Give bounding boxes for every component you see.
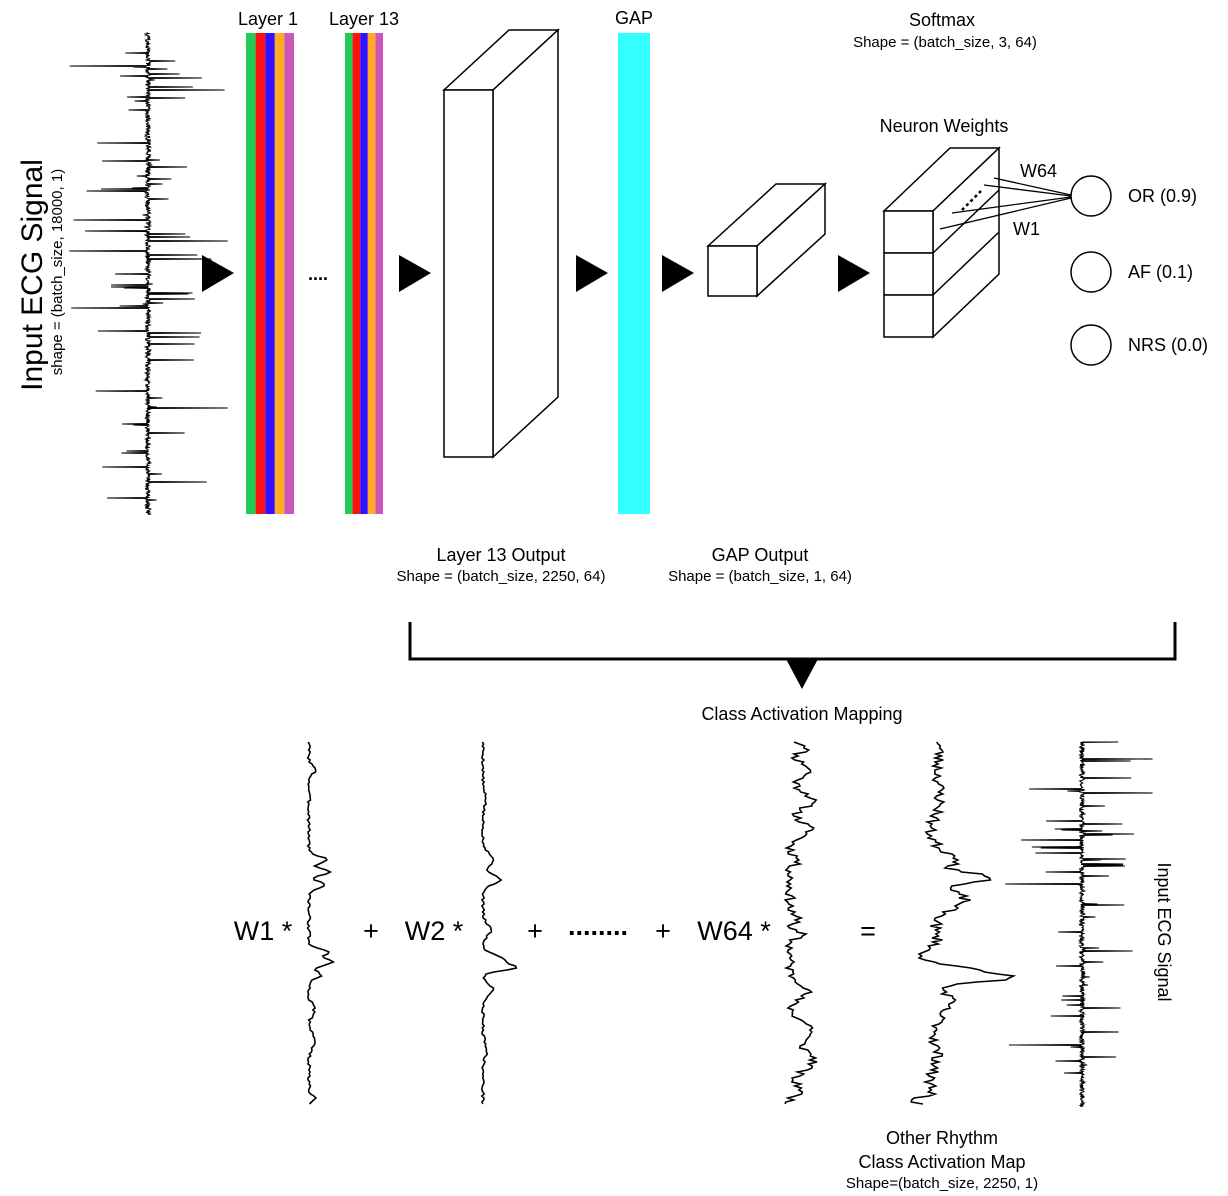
softmax-label: Softmax <box>909 10 975 30</box>
activation-map-2 <box>480 741 518 1105</box>
layer-stripe <box>345 33 353 514</box>
class-activation-map <box>910 741 1017 1105</box>
layer13-output-shape: Shape = (batch_size, 2250, 64) <box>397 568 606 585</box>
layer-stripe <box>360 33 368 514</box>
right-ecg-waveform <box>1005 741 1153 1107</box>
arrow-gap-to-gap-output <box>662 255 694 292</box>
gap-label: GAP <box>615 8 653 28</box>
input-ecg-title: Input ECG Signal <box>16 159 49 391</box>
weight-w1-label: W1 <box>1013 219 1040 239</box>
term-w64: W64 * <box>697 916 771 946</box>
plus-2: + <box>527 916 543 946</box>
equals-sign: = <box>860 916 876 946</box>
neuron-or <box>1070 175 1112 217</box>
layer-stripe <box>274 33 285 514</box>
arrow-output-to-gap <box>576 255 608 292</box>
term-w2: W2 * <box>405 916 464 946</box>
arrow-input-to-layers <box>202 255 234 292</box>
softmax-shape: Shape = (batch_size, 3, 64) <box>853 34 1037 51</box>
plus-1: + <box>363 916 379 946</box>
weight-w64-label: W64 <box>1020 161 1057 181</box>
layer-stripe <box>352 33 361 514</box>
class-af-label: AF (0.1) <box>1128 262 1193 282</box>
layer-stripe <box>367 33 376 514</box>
layer-stripe <box>255 33 266 514</box>
input-ecg-waveform <box>69 32 228 515</box>
cam-result-line2: Class Activation Map <box>858 1152 1025 1172</box>
layer13-block <box>345 33 383 514</box>
layer1-label: Layer 1 <box>238 9 298 29</box>
layer-stripe <box>265 33 275 514</box>
arrow-layers-to-output <box>399 255 431 292</box>
plus-3: + <box>655 916 671 946</box>
gap-output-volume <box>706 182 827 298</box>
layer-stripe <box>284 33 294 514</box>
layer13-label: Layer 13 <box>329 9 399 29</box>
cam-arrow <box>786 659 818 689</box>
gap-layer <box>618 33 650 514</box>
term-w1: W1 * <box>234 916 293 946</box>
gap-output-label: GAP Output <box>712 545 809 565</box>
activation-map-64 <box>783 741 818 1105</box>
cam-label: Class Activation Mapping <box>701 704 902 724</box>
cam-result-line1: Other Rhythm <box>886 1128 998 1148</box>
cam-bracket <box>408 622 1177 661</box>
neuron-nrs <box>1070 324 1112 366</box>
right-ecg-label: Input ECG Signal <box>1154 862 1174 1001</box>
layer-stripe <box>246 33 256 514</box>
layer-stripe <box>375 33 383 514</box>
activation-map-1 <box>306 741 336 1105</box>
neuron-weights-volume <box>882 146 1001 339</box>
terms-ellipsis: ........ <box>568 911 628 941</box>
neuron-weights-label: Neuron Weights <box>880 116 1009 136</box>
class-nrs-label: NRS (0.0) <box>1128 335 1208 355</box>
layers-ellipsis: .... <box>308 264 328 284</box>
input-ecg-shape: shape = (batch_size, 18000, 1) <box>49 169 66 375</box>
output-neurons <box>1070 175 1112 366</box>
arrow-gap-output-to-softmax <box>838 255 870 292</box>
layer13-output-label: Layer 13 Output <box>436 545 565 565</box>
gap-output-shape: Shape = (batch_size, 1, 64) <box>668 568 852 585</box>
neuron-af <box>1070 251 1112 293</box>
class-or-label: OR (0.9) <box>1128 186 1197 206</box>
cam-result-shape: Shape=(batch_size, 2250, 1) <box>846 1175 1038 1192</box>
layer1-block <box>246 33 294 514</box>
layer13-output-volume <box>442 28 560 459</box>
weight-connections <box>939 177 1072 230</box>
